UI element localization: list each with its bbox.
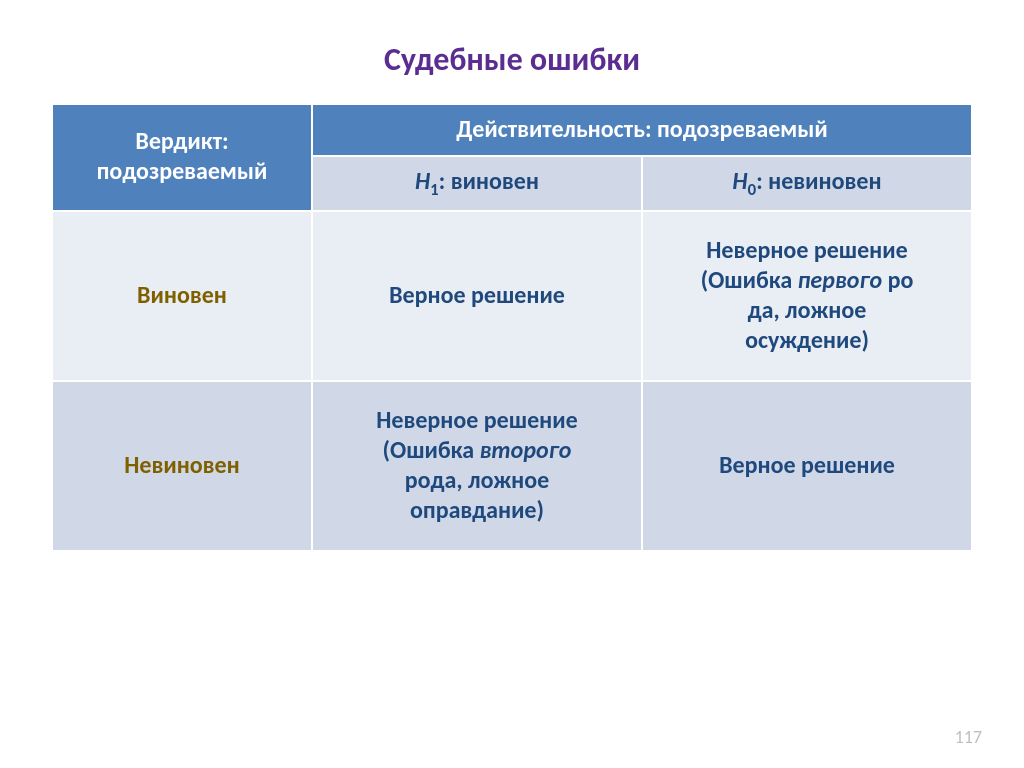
err-italic: первого — [798, 266, 883, 295]
col-group-header: Действительность: подозреваемый — [312, 104, 972, 156]
cell-correct: Верное решение — [312, 211, 642, 381]
row-header-line1: Вердикт: — [135, 127, 228, 156]
h0-suffix: : невиновен — [756, 167, 881, 196]
err-line: оправдание) — [410, 496, 544, 525]
col-h1: H1: виновен — [312, 156, 642, 211]
col-h0: H0: невиновен — [642, 156, 972, 211]
cell-error-type2: Неверное решение (Ошибка второго рода, л… — [312, 381, 642, 551]
row-label: Виновен — [52, 211, 312, 381]
slide-title: Судебные ошибки — [50, 40, 974, 79]
err-line: Неверное решение — [376, 406, 577, 435]
h1-suffix: : виновен — [439, 167, 539, 196]
cell-error-type1: Неверное решение (Ошибка первого ро да, … — [642, 211, 972, 381]
err-line: рода, ложное — [405, 466, 550, 495]
err-line: да, ложное — [748, 296, 867, 325]
error-matrix-table: Вердикт: подозреваемый Действительность:… — [51, 103, 973, 552]
err-italic: второго — [480, 436, 572, 465]
err-line: ро — [882, 266, 913, 295]
row-header-line2: подозреваемый — [97, 157, 268, 186]
page-number: 117 — [955, 726, 982, 748]
row-label: Невиновен — [52, 381, 312, 551]
h1-sub: 1 — [430, 179, 439, 200]
row-group-header: Вердикт: подозреваемый — [52, 104, 312, 211]
h0-prefix: H — [732, 167, 747, 196]
err-line: (Ошибка — [701, 266, 798, 295]
err-line: Неверное решение — [706, 236, 907, 265]
err-line: осуждение) — [745, 326, 869, 355]
cell-correct: Верное решение — [642, 381, 972, 551]
h0-sub: 0 — [748, 179, 757, 200]
h1-prefix: H — [415, 167, 430, 196]
err-line: (Ошибка — [383, 436, 480, 465]
